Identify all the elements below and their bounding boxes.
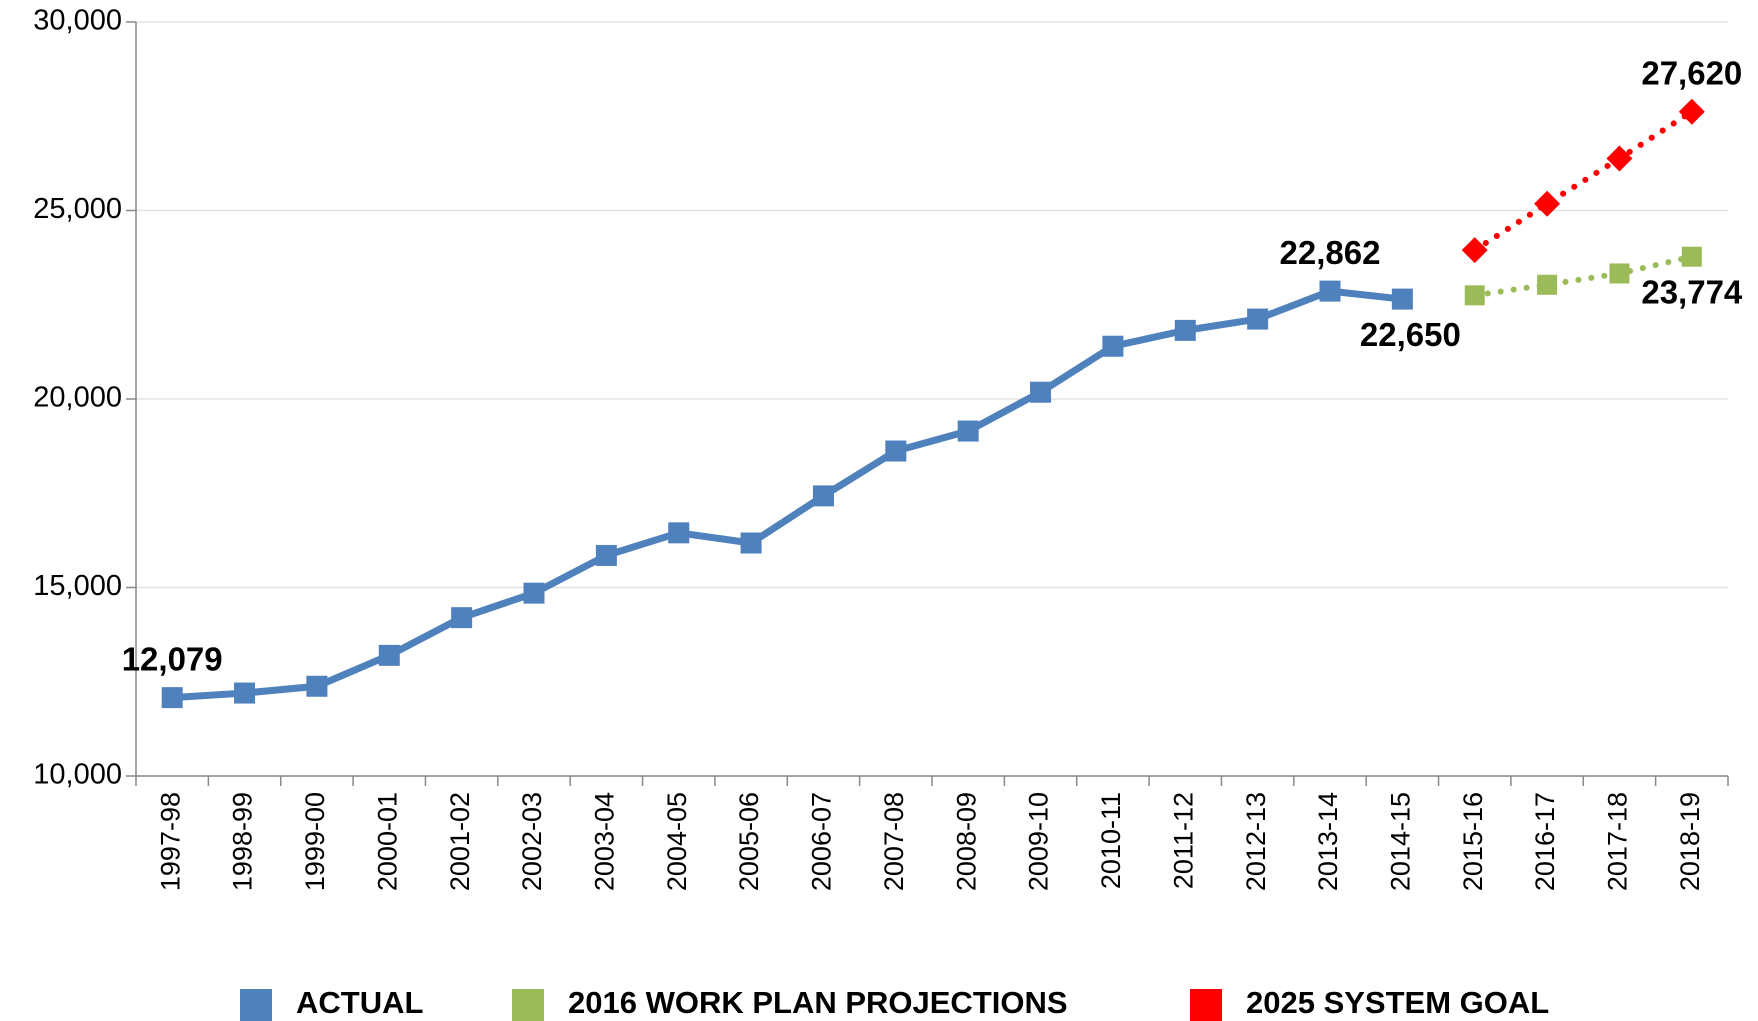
marker bbox=[1609, 263, 1630, 284]
marker bbox=[523, 582, 545, 604]
legend-label: 2025 SYSTEM GOAL bbox=[1246, 985, 1549, 1020]
marker bbox=[885, 440, 907, 462]
x-tick-label: 2010-11 bbox=[1096, 792, 1126, 889]
marker bbox=[1247, 308, 1269, 330]
y-tick-label: 10,000 bbox=[33, 759, 122, 791]
marker bbox=[1319, 280, 1341, 302]
x-tick-label: 1999-00 bbox=[300, 792, 330, 891]
x-tick-label: 2005-06 bbox=[734, 792, 764, 891]
x-tick-label: 1998-99 bbox=[228, 792, 258, 891]
marker bbox=[668, 522, 690, 544]
marker bbox=[812, 485, 834, 507]
y-tick-label: 30,000 bbox=[33, 5, 122, 37]
x-tick-label: 2009-10 bbox=[1024, 792, 1054, 891]
marker bbox=[234, 682, 256, 704]
legend-swatch bbox=[512, 989, 544, 1021]
legend-swatch bbox=[240, 989, 272, 1021]
marker bbox=[306, 675, 328, 697]
data-label: 22,650 bbox=[1360, 316, 1461, 353]
data-label: 27,620 bbox=[1641, 54, 1742, 91]
legend-swatch bbox=[1190, 989, 1222, 1021]
x-tick-label: 2007-08 bbox=[879, 792, 909, 891]
marker bbox=[1606, 145, 1633, 172]
data-label: 23,774 bbox=[1641, 273, 1743, 310]
y-tick-label: 15,000 bbox=[33, 570, 122, 602]
x-tick-label: 2003-04 bbox=[589, 792, 619, 891]
y-tick-label: 20,000 bbox=[33, 382, 122, 414]
marker bbox=[1461, 237, 1488, 264]
x-tick-label: 2006-07 bbox=[807, 792, 837, 891]
marker bbox=[1464, 285, 1485, 306]
x-tick-label: 2004-05 bbox=[662, 792, 692, 891]
data-label: 22,862 bbox=[1280, 234, 1381, 271]
legend-label: ACTUAL bbox=[296, 985, 423, 1020]
marker bbox=[161, 687, 183, 709]
x-tick-label: 2001-02 bbox=[445, 792, 475, 891]
x-tick-label: 1997-98 bbox=[155, 792, 185, 891]
marker bbox=[1537, 274, 1558, 295]
x-tick-label: 2012-13 bbox=[1241, 792, 1271, 891]
data-label: 12,079 bbox=[122, 640, 223, 677]
series-line bbox=[171, 287, 1403, 702]
marker bbox=[740, 532, 762, 554]
marker bbox=[1678, 98, 1705, 125]
x-tick-label: 2011-12 bbox=[1168, 792, 1198, 889]
marker bbox=[957, 420, 979, 442]
x-tick-label: 2013-14 bbox=[1313, 792, 1343, 891]
marker bbox=[1174, 319, 1196, 341]
x-tick-label: 2015-16 bbox=[1458, 792, 1488, 891]
series-line bbox=[1471, 253, 1695, 299]
series-line bbox=[1471, 108, 1695, 254]
marker bbox=[1102, 335, 1124, 357]
x-tick-label: 2014-15 bbox=[1385, 792, 1415, 891]
marker bbox=[595, 544, 617, 566]
marker bbox=[1534, 190, 1561, 217]
y-tick-label: 25,000 bbox=[33, 193, 122, 225]
x-tick-label: 2018-19 bbox=[1675, 792, 1705, 891]
marker bbox=[1391, 288, 1413, 310]
marker bbox=[378, 644, 400, 666]
marker bbox=[1681, 246, 1702, 267]
x-tick-label: 2016-17 bbox=[1530, 792, 1560, 891]
x-tick-label: 2017-18 bbox=[1603, 792, 1633, 891]
marker bbox=[451, 607, 473, 629]
legend-label: 2016 WORK PLAN PROJECTIONS bbox=[568, 985, 1068, 1020]
x-tick-label: 2000-01 bbox=[372, 792, 402, 891]
marker bbox=[1030, 381, 1052, 403]
x-tick-label: 2002-03 bbox=[517, 792, 547, 891]
x-tick-label: 2008-09 bbox=[951, 792, 981, 891]
